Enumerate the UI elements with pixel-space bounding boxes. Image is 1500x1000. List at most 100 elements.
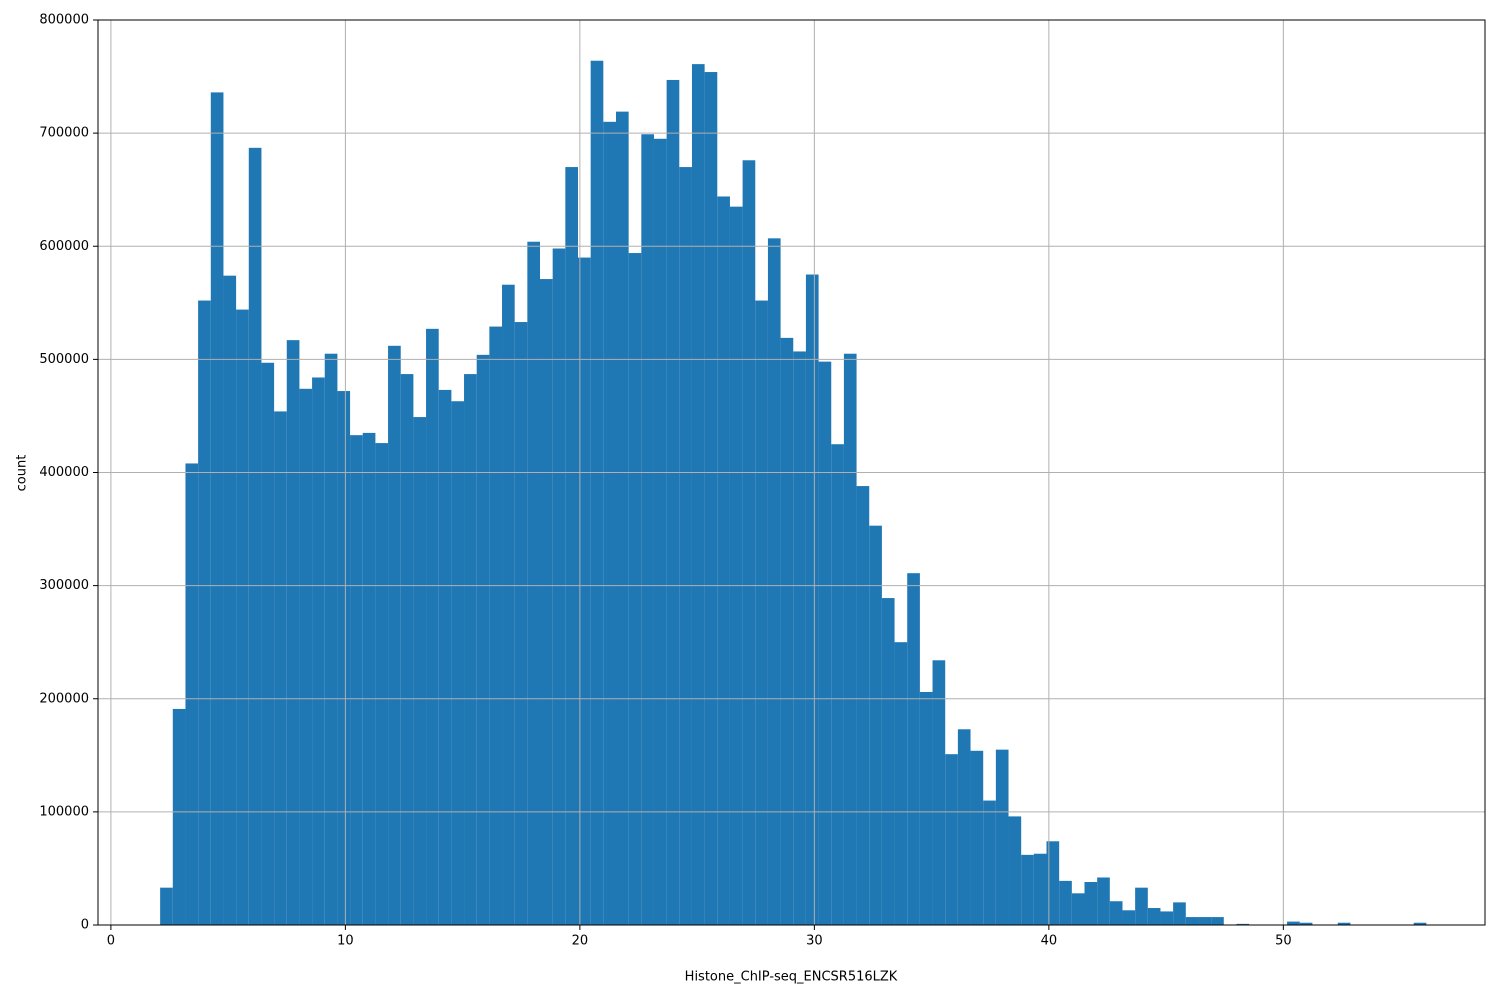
bar <box>172 708 186 925</box>
y-tick-label: 300000 <box>39 578 89 593</box>
bar <box>489 326 503 926</box>
bar <box>628 253 642 926</box>
bar <box>286 340 300 925</box>
bar <box>983 800 996 925</box>
bar <box>337 391 351 925</box>
bar <box>919 691 933 925</box>
x-axis-label: Histone_ChIP-seq_ENCSR516LZK <box>685 970 898 985</box>
x-tick-label: 50 <box>1275 934 1292 949</box>
bar <box>755 300 768 925</box>
bar <box>1299 922 1313 925</box>
y-tick-label: 200000 <box>39 691 89 706</box>
bar <box>1236 923 1250 925</box>
bar <box>400 374 414 925</box>
bar <box>1135 887 1148 925</box>
bar <box>1413 922 1427 925</box>
bar <box>679 167 692 925</box>
bar <box>1147 908 1161 925</box>
bar <box>843 353 857 925</box>
bar <box>970 750 984 925</box>
bar <box>793 351 806 925</box>
bar <box>590 60 604 926</box>
y-tick-label: 500000 <box>39 352 89 367</box>
bar <box>223 275 237 926</box>
y-tick-label: 400000 <box>39 465 89 480</box>
bar <box>464 374 477 925</box>
plot-frame <box>97 19 1486 926</box>
bar <box>995 749 1009 925</box>
bar <box>261 362 275 925</box>
bar <box>577 257 591 925</box>
x-tick-label: 10 <box>337 934 354 949</box>
y-tick-label: 0 <box>81 918 89 933</box>
bar <box>641 134 654 926</box>
y-axis-label: count <box>15 455 30 492</box>
bar <box>1008 816 1022 925</box>
bar <box>1033 853 1047 925</box>
bar <box>362 432 376 925</box>
y-tick-label: 800000 <box>39 13 89 28</box>
bar <box>869 525 882 925</box>
bar <box>1021 854 1034 925</box>
bar <box>932 660 946 925</box>
bar <box>350 435 363 925</box>
bar <box>236 309 249 926</box>
y-tick-label: 600000 <box>39 239 89 254</box>
bar <box>818 361 832 925</box>
bar <box>198 300 211 925</box>
bar <box>881 598 895 925</box>
bar <box>476 354 490 926</box>
bar <box>375 443 389 925</box>
bar <box>653 138 667 925</box>
bar <box>248 147 262 926</box>
bar <box>1198 917 1212 925</box>
bar <box>1211 917 1224 925</box>
bar <box>388 345 401 925</box>
bar <box>805 274 819 925</box>
bar <box>502 284 515 925</box>
bar <box>1071 893 1085 925</box>
bar <box>945 754 958 925</box>
bar <box>615 111 629 926</box>
bar <box>324 353 338 925</box>
bar <box>565 167 578 925</box>
bar <box>426 328 439 925</box>
bar <box>1160 911 1174 925</box>
bar <box>438 389 452 925</box>
x-tick-label: 20 <box>572 934 589 949</box>
y-tick-label: 700000 <box>39 126 89 141</box>
bar <box>1109 901 1123 925</box>
y-tick-label: 100000 <box>39 804 89 819</box>
bar <box>514 322 528 925</box>
bar <box>1084 882 1098 925</box>
bar <box>831 444 844 925</box>
bar <box>856 486 870 925</box>
bar <box>1337 922 1351 925</box>
bar <box>691 64 705 925</box>
x-tick-label: 0 <box>107 934 115 949</box>
bar <box>767 238 781 926</box>
bar <box>907 573 920 925</box>
bar <box>413 417 427 925</box>
bar <box>185 463 199 925</box>
bar <box>274 411 287 926</box>
bar <box>299 388 313 926</box>
bar <box>742 160 756 925</box>
bar <box>780 337 794 926</box>
bar <box>451 401 465 925</box>
bar <box>603 121 616 925</box>
bar <box>312 377 325 926</box>
bar <box>1287 921 1300 925</box>
bar <box>717 196 730 926</box>
x-tick-label: 40 <box>1041 934 1058 949</box>
bar <box>666 79 680 926</box>
bar <box>1046 841 1060 925</box>
x-tick-label: 30 <box>806 934 823 949</box>
bar <box>1097 877 1110 925</box>
bar <box>540 279 553 925</box>
bar <box>1173 902 1186 925</box>
bar <box>527 241 541 926</box>
bar <box>1185 917 1199 925</box>
bar <box>210 92 224 925</box>
